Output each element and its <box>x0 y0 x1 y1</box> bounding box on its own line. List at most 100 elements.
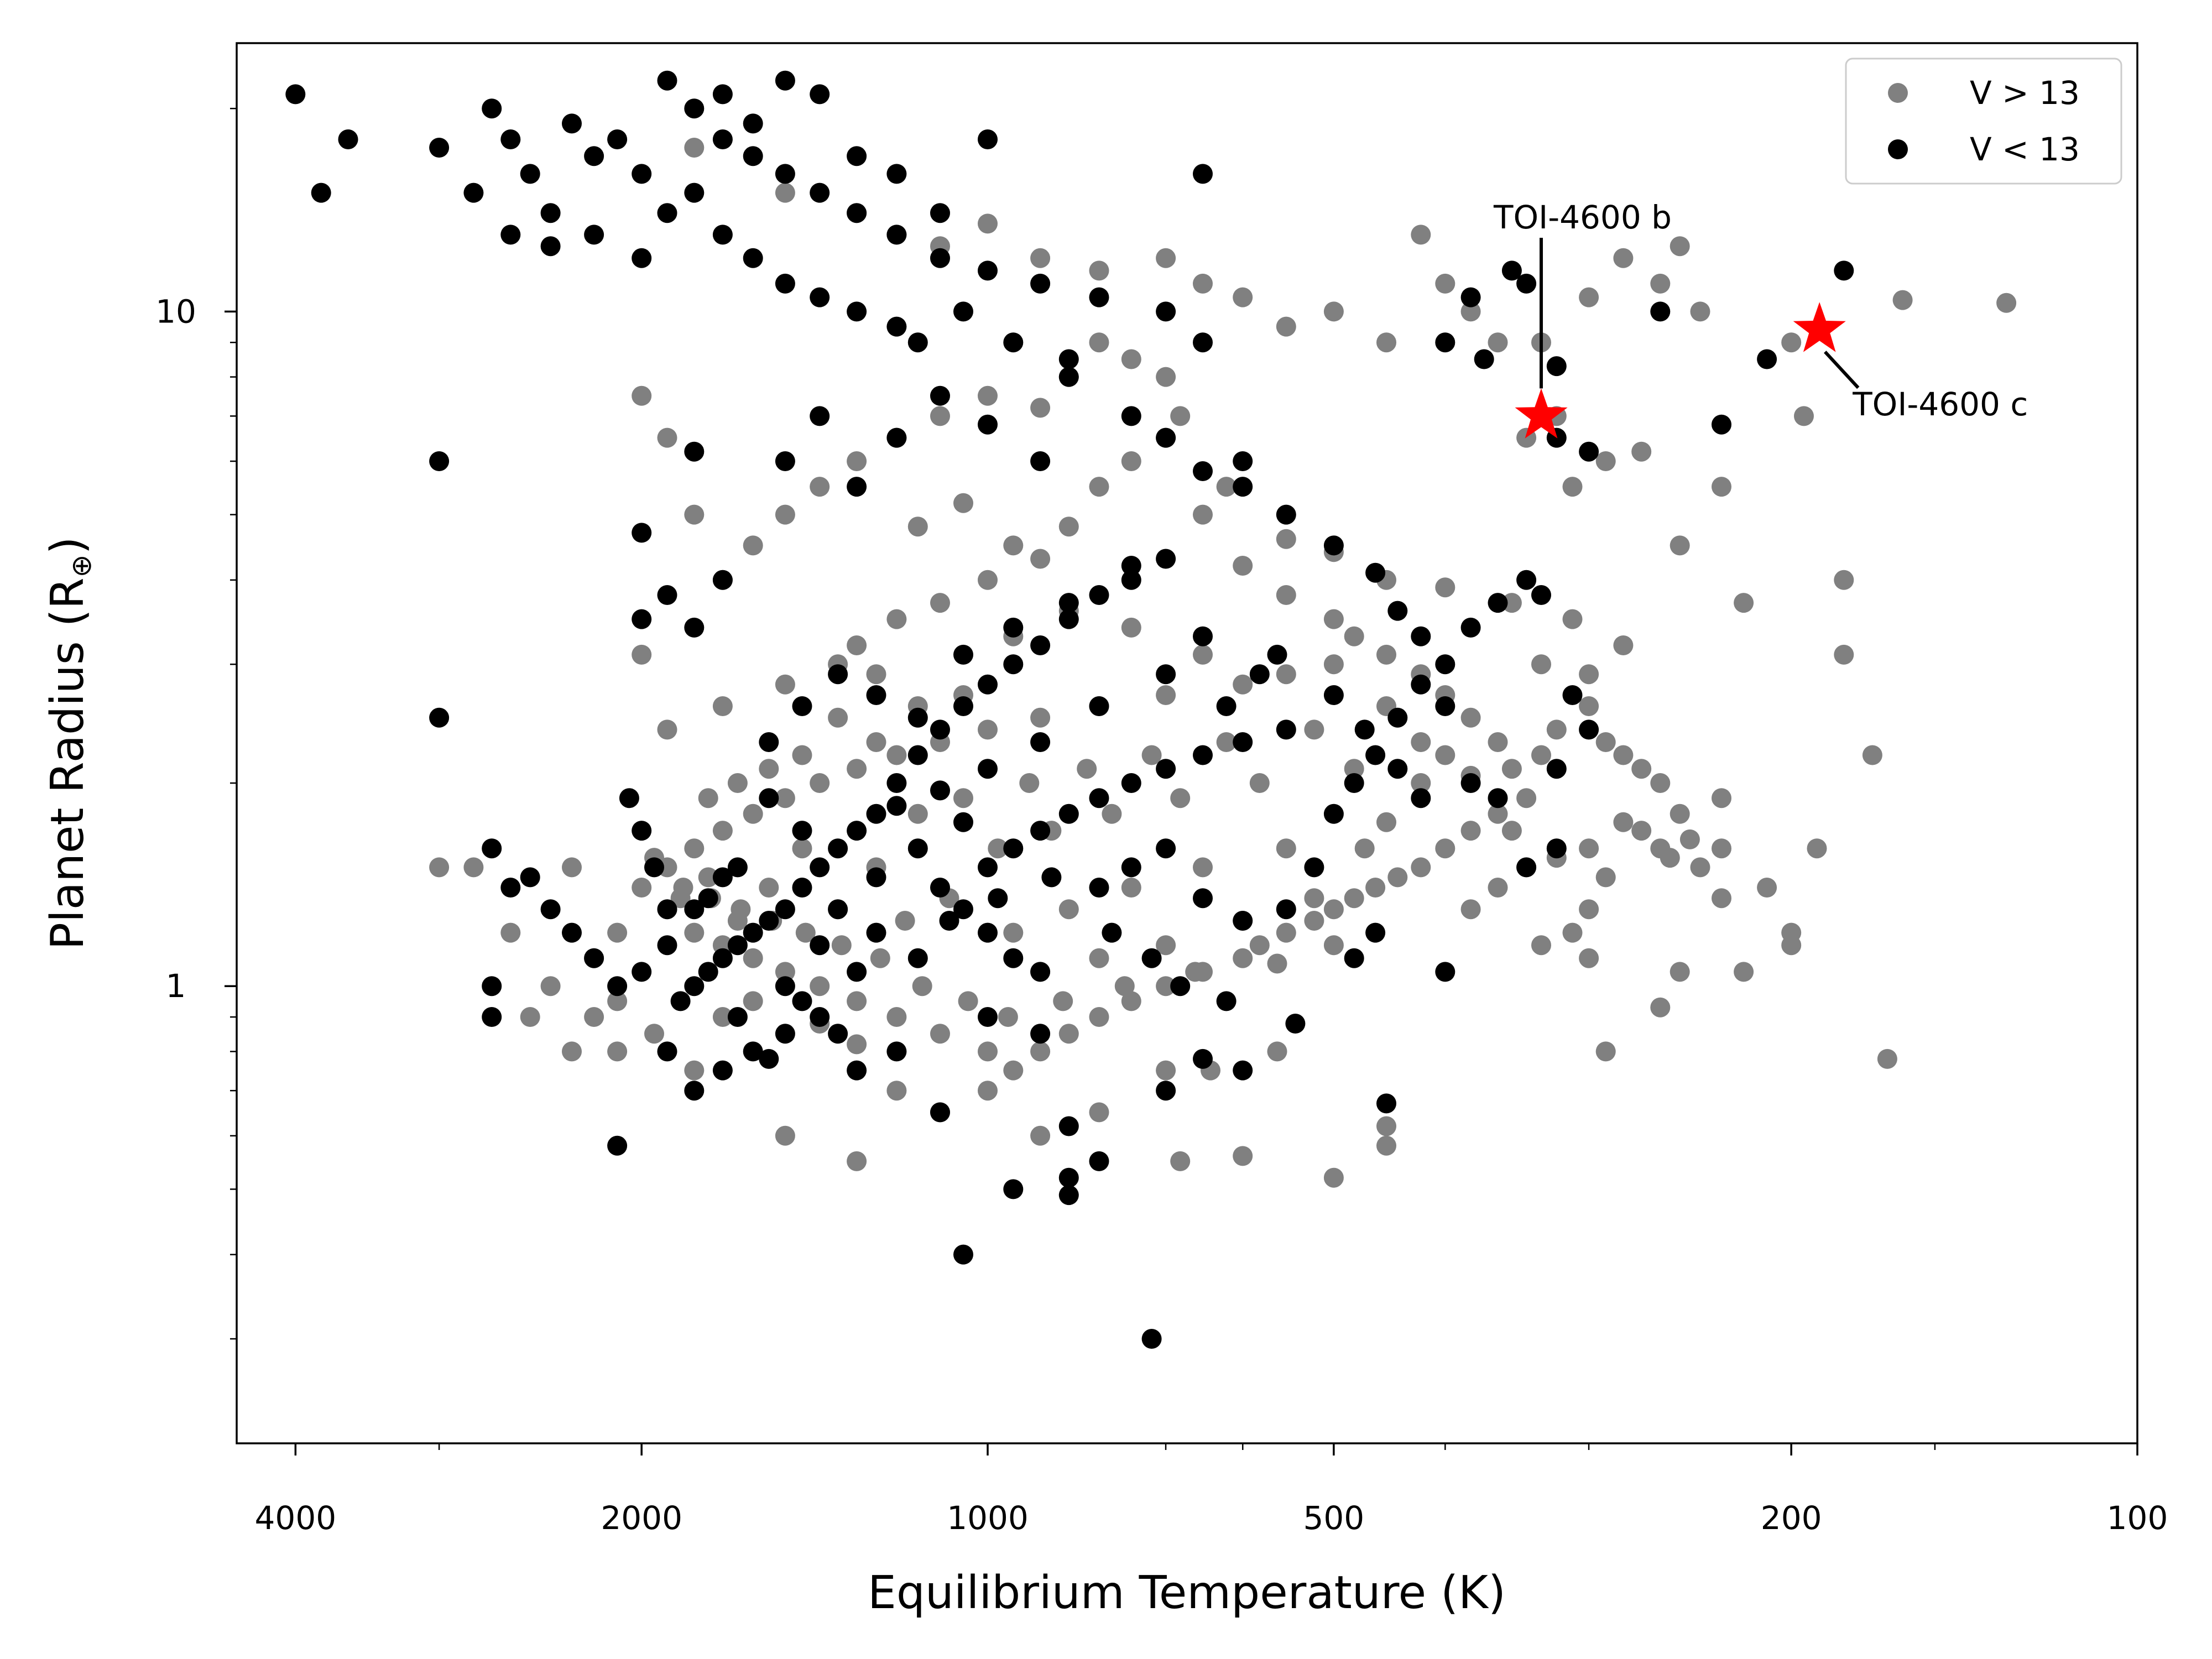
data-point <box>1193 332 1213 353</box>
data-point <box>1411 626 1431 646</box>
data-point <box>907 707 928 728</box>
data-point <box>1323 301 1344 322</box>
data-point <box>338 129 358 149</box>
data-point <box>1003 948 1024 968</box>
legend-marker-1 <box>1888 139 1908 159</box>
data-point <box>775 1024 795 1044</box>
data-point <box>1233 477 1253 497</box>
data-point <box>632 878 652 898</box>
data-point <box>644 857 664 878</box>
data-point <box>847 1034 867 1055</box>
data-point <box>1276 899 1296 920</box>
data-point <box>1193 745 1213 765</box>
data-point <box>698 867 718 888</box>
data-point <box>1233 287 1253 307</box>
data-point <box>1156 976 1176 997</box>
data-point <box>1030 451 1051 471</box>
data-point <box>1435 654 1455 675</box>
data-point <box>1233 556 1253 576</box>
data-point <box>1411 773 1431 793</box>
data-point <box>907 838 928 859</box>
data-point <box>743 535 763 556</box>
data-point <box>657 203 677 223</box>
data-point <box>1670 804 1690 824</box>
data-point <box>775 451 795 471</box>
data-point <box>1660 848 1680 868</box>
data-point <box>1435 332 1455 353</box>
data-point <box>1030 962 1051 982</box>
data-point <box>1185 962 1206 982</box>
data-point <box>886 1041 907 1062</box>
data-point <box>1631 441 1652 462</box>
data-point <box>1862 745 1882 765</box>
data-point <box>810 287 830 307</box>
data-point <box>1376 644 1396 665</box>
data-point <box>1460 301 1481 322</box>
data-point <box>1376 1135 1396 1156</box>
data-point <box>1516 857 1537 878</box>
data-point <box>953 644 973 665</box>
data-point <box>1121 451 1141 471</box>
data-point <box>1670 962 1690 982</box>
data-point <box>1041 867 1062 888</box>
data-point <box>1156 685 1176 705</box>
data-point <box>886 316 907 337</box>
x-tick-label-200: 200 <box>1761 1499 1822 1537</box>
data-point <box>673 878 693 898</box>
data-point <box>886 427 907 448</box>
annotation-line-toi-4600-c <box>1824 351 1860 389</box>
data-point <box>1276 316 1296 337</box>
data-point <box>847 301 867 322</box>
data-point <box>1670 236 1690 257</box>
data-point <box>1354 719 1375 740</box>
data-point <box>712 1060 733 1081</box>
data-point <box>1631 759 1652 779</box>
data-point <box>684 504 705 525</box>
data-point <box>866 867 886 888</box>
data-point <box>1089 332 1109 353</box>
data-point <box>1344 888 1364 909</box>
data-point <box>907 804 928 824</box>
data-point <box>1546 838 1567 859</box>
data-point <box>1488 332 1508 353</box>
data-point <box>743 113 763 134</box>
data-point <box>1650 273 1671 294</box>
data-point <box>1488 788 1508 808</box>
data-point <box>953 788 973 808</box>
data-point <box>584 146 604 166</box>
data-point <box>1516 570 1537 590</box>
data-point <box>759 911 779 931</box>
data-point <box>907 332 928 353</box>
data-point <box>684 617 705 638</box>
data-point <box>1323 1167 1344 1188</box>
data-point <box>775 674 795 695</box>
data-point <box>775 1125 795 1146</box>
data-point <box>1193 461 1213 481</box>
data-point <box>1003 332 1024 353</box>
data-point <box>712 570 733 590</box>
data-point <box>1460 617 1481 638</box>
data-point <box>828 707 848 728</box>
data-point <box>1030 273 1051 294</box>
data-point <box>632 962 652 982</box>
data-point <box>1344 759 1364 779</box>
data-point <box>727 935 748 956</box>
data-point <box>1121 556 1141 576</box>
data-point <box>1089 1151 1109 1171</box>
x-tick-label-1000: 1000 <box>947 1499 1029 1537</box>
data-point <box>1030 1024 1051 1044</box>
data-point <box>1435 962 1455 982</box>
data-point <box>1267 953 1287 974</box>
data-point <box>657 899 677 920</box>
points-layer <box>285 70 2017 1349</box>
data-point <box>1579 664 1599 685</box>
data-point <box>912 976 932 997</box>
plot-frame <box>236 42 2138 1444</box>
data-point <box>866 685 886 705</box>
data-point <box>500 129 521 149</box>
data-point <box>1781 922 1802 943</box>
data-point <box>1579 899 1599 920</box>
data-point <box>775 273 795 294</box>
data-point <box>1216 991 1237 1011</box>
data-point <box>1276 719 1296 740</box>
